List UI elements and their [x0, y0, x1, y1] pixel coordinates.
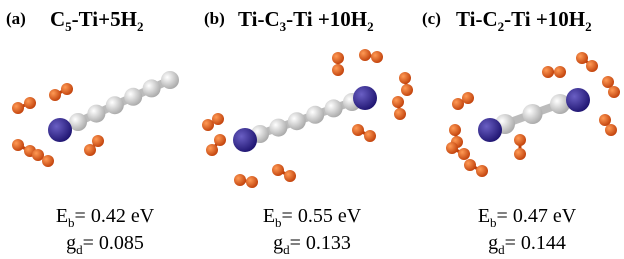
h-atom	[586, 60, 598, 72]
h-atom	[599, 114, 611, 126]
binding-energy: Eb= 0.42 eV	[56, 205, 155, 230]
h-atom	[476, 165, 488, 177]
ti-atom	[233, 128, 257, 152]
h-atom	[212, 113, 224, 125]
h-atom	[464, 159, 476, 171]
carbon-atom	[143, 79, 161, 97]
h-atom	[446, 142, 458, 154]
panel-label: (b)	[204, 9, 225, 28]
h-atom	[84, 144, 96, 156]
h-atom	[394, 108, 406, 120]
h-atom	[32, 149, 44, 161]
h-atom	[234, 174, 246, 186]
h-atom	[284, 170, 296, 182]
h-atom	[214, 134, 226, 146]
h-atom	[61, 83, 73, 95]
h-atom	[462, 92, 474, 104]
h-atom	[514, 134, 526, 146]
panel-label: (c)	[422, 9, 441, 28]
carbon-atom	[106, 96, 124, 114]
h-atom	[608, 86, 620, 98]
ti-atom	[478, 118, 502, 142]
h-atom	[452, 98, 464, 110]
h-atom	[401, 84, 413, 96]
panel-title: C5-Ti+5H2	[50, 7, 143, 34]
panel-label: (a)	[6, 9, 26, 28]
carbon-atom	[161, 71, 179, 89]
h-atom	[364, 130, 376, 142]
h-atom	[371, 51, 383, 63]
h-atom	[332, 52, 344, 64]
binding-energy: Eb= 0.47 eV	[478, 205, 577, 230]
h-atom	[605, 124, 617, 136]
h-atom	[246, 176, 258, 188]
h-atom	[206, 144, 218, 156]
gravimetric-density: gd= 0.133	[273, 232, 351, 257]
gravimetric-density: gd= 0.144	[488, 232, 566, 257]
carbon-atom	[325, 99, 343, 117]
carbon-atom	[523, 104, 543, 124]
h-atom	[92, 135, 104, 147]
figure: (a) C5-Ti+5H2 Eb= 0.42 eV gd= 0.085 (b) …	[0, 0, 624, 259]
h-atom	[272, 164, 284, 176]
binding-energy: Eb= 0.55 eV	[263, 205, 362, 230]
h-atom	[12, 139, 24, 151]
h-atom	[392, 96, 404, 108]
carbon-atom	[288, 112, 306, 130]
h-atom	[576, 52, 588, 64]
h-atom	[359, 49, 371, 61]
h-atom	[554, 66, 566, 78]
h-atom	[514, 148, 526, 160]
h-atom	[352, 124, 364, 136]
carbon-atom	[306, 106, 324, 124]
h-atom	[542, 66, 554, 78]
h-atom	[49, 89, 61, 101]
panel-title: Ti-C2-Ti +10H2	[456, 7, 592, 34]
molecules	[12, 49, 620, 188]
h-atom	[42, 155, 54, 167]
carbon-atom	[87, 105, 105, 123]
ti-atom	[353, 86, 377, 110]
h-atom	[458, 148, 470, 160]
carbon-atom	[269, 119, 287, 137]
h-atom	[332, 64, 344, 76]
panel-title: Ti-C3-Ti +10H2	[238, 7, 374, 34]
ti-atom	[566, 88, 590, 112]
ti-atom	[48, 118, 72, 142]
h-atom	[24, 97, 36, 109]
carbon-atom	[124, 88, 142, 106]
gravimetric-density: gd= 0.085	[66, 232, 144, 257]
h-atom	[12, 102, 24, 114]
h-atom	[602, 76, 614, 88]
h-atom	[202, 119, 214, 131]
h-atom	[399, 72, 411, 84]
h-atom	[449, 124, 461, 136]
